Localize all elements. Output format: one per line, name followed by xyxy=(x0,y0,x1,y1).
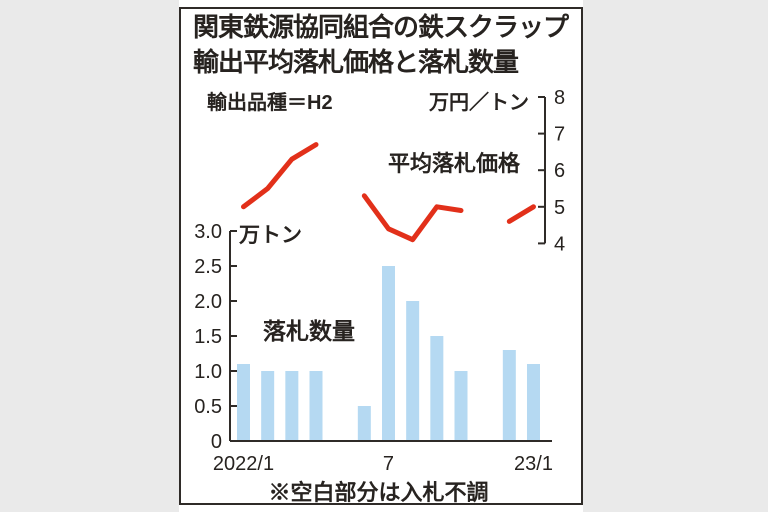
price-line-segment xyxy=(241,142,319,210)
bar-2022/7 xyxy=(381,266,395,441)
right-axis-tick-label: 7 xyxy=(554,124,565,146)
chart-card: 関東鉄源協同組合の鉄スクラップ 輸出平均落札価格と落札数量 輸出品種＝H2 万円… xyxy=(179,7,583,505)
price-line-segment xyxy=(506,204,536,224)
bar-2022/6 xyxy=(357,406,371,441)
bar-2022/12 xyxy=(502,350,516,441)
chart-title-line1: 関東鉄源協同組合の鉄スクラップ xyxy=(193,12,569,42)
combo-chart: 3.0 2.5 2.0 1.5 1.0 0.5 0 8 7 6 5 4 2022/1 7 23/1 xyxy=(194,87,565,475)
x-tick-label: 23/1 xyxy=(514,453,553,475)
bar-2023/1 xyxy=(526,364,540,441)
bar-2022/1 xyxy=(237,364,250,441)
left-axis-tick-label: 1.0 xyxy=(194,361,222,383)
chart-title: 関東鉄源協同組合の鉄スクラップ 輸出平均落札価格と落札数量 xyxy=(193,10,569,80)
bar-series-label: 落札数量 xyxy=(263,318,355,344)
left-axis-tick-label: 1.5 xyxy=(194,326,222,348)
left-axis-tick-label: 0 xyxy=(211,431,222,453)
bar-2022/9 xyxy=(430,336,444,441)
left-axis-tick-label: 2.5 xyxy=(194,256,222,278)
right-axis-unit-label: 万円／トン xyxy=(429,92,529,114)
bar-2022/2 xyxy=(261,371,275,441)
bar-2022/8 xyxy=(406,301,420,441)
right-axis-tick-label: 6 xyxy=(554,160,565,182)
price-line-segment xyxy=(361,193,464,243)
line-series-label: 平均落札価格 xyxy=(388,151,521,176)
x-tick-label: 7 xyxy=(383,453,394,475)
left-axis-unit-label: 万トン xyxy=(239,224,302,247)
bar-2022/10 xyxy=(454,371,468,441)
bar-2022/4 xyxy=(309,371,323,441)
bar-2022/3 xyxy=(285,371,299,441)
left-axis-tick-label: 0.5 xyxy=(194,396,222,418)
x-tick-label: 2022/1 xyxy=(213,453,274,475)
spec-label: 輸出品種＝H2 xyxy=(207,92,333,114)
right-axis-tick-label: 8 xyxy=(554,87,565,109)
right-axis-tick-label: 5 xyxy=(554,197,565,219)
footnote: ※空白部分は入札不調 xyxy=(268,480,489,505)
chart-title-line2: 輸出平均落札価格と落札数量 xyxy=(193,47,519,77)
left-axis-tick-label: 3.0 xyxy=(194,221,222,243)
left-axis-tick-label: 2.0 xyxy=(194,291,222,313)
right-axis-tick-label: 4 xyxy=(554,233,565,255)
